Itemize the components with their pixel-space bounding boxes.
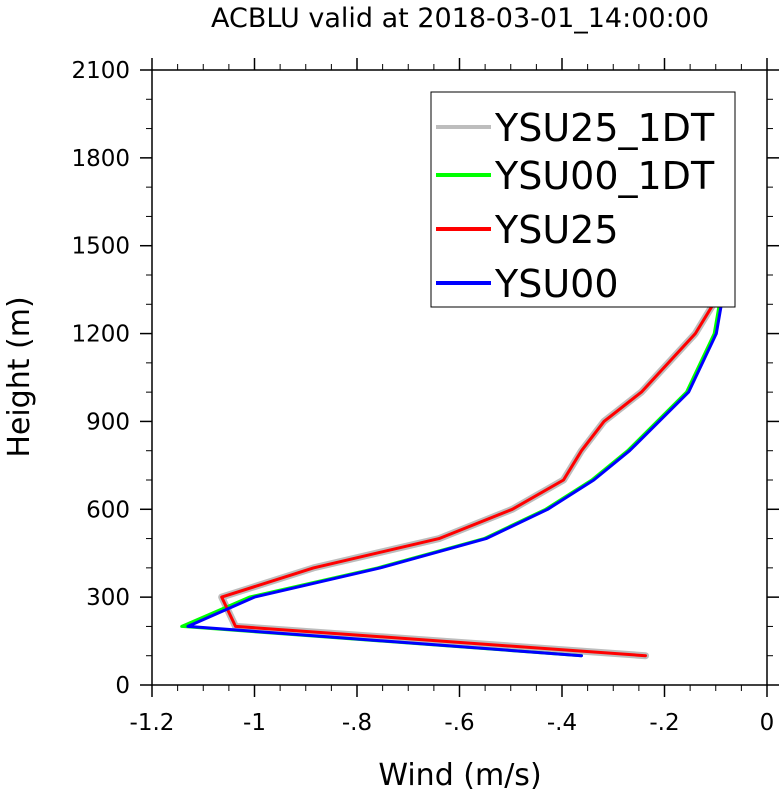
x-tick-label: -.2: [649, 710, 679, 736]
y-tick-label: 300: [86, 585, 130, 611]
x-tick-label: -.6: [444, 710, 474, 736]
y-tick-label: 1800: [71, 146, 130, 172]
y-tick-label: 1200: [71, 322, 130, 348]
y-axis-label: Height (m): [2, 296, 37, 457]
legend-label: YSU25: [494, 208, 619, 252]
legend-label: YSU00: [494, 262, 619, 306]
series-line-ysu00: [186, 273, 723, 658]
legend-label: YSU25_1DT: [494, 106, 715, 150]
y-tick-label: 1500: [71, 234, 130, 260]
y-tick-label: 900: [86, 409, 130, 435]
y-axis: 0 300 600 900 1200 1500 1800 2100: [71, 58, 779, 699]
x-tick-label: -.8: [342, 710, 372, 736]
y-tick-label: 600: [86, 497, 130, 523]
x-axis-label: Wind (m/s): [378, 758, 541, 793]
series-line-ysu00-1dt: [180, 273, 721, 658]
x-tick-label: -.4: [547, 710, 577, 736]
x-tick-label: -1.2: [130, 710, 175, 736]
x-tick-label: 0: [760, 710, 775, 736]
y-tick-label: 2100: [71, 58, 130, 84]
x-axis: -1.2 -1 -.8 -.6 -.4 -.2 0: [130, 58, 775, 736]
x-tick-label: -1: [243, 710, 266, 736]
y-tick-label: 0: [115, 673, 130, 699]
chart-title: ACBLU valid at 2018-03-01_14:00:00: [211, 3, 709, 34]
legend-label: YSU00_1DT: [494, 154, 715, 198]
